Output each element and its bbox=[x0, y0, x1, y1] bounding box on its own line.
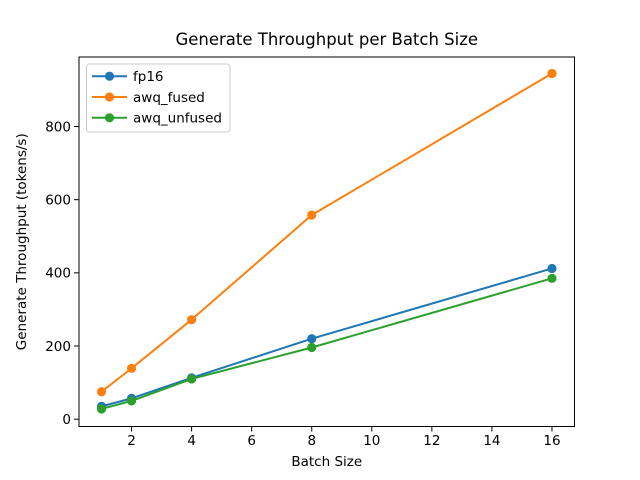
y-tick-label: 600 bbox=[45, 192, 71, 208]
x-tick-label: 12 bbox=[423, 433, 440, 449]
series-layer bbox=[96, 68, 557, 414]
x-axis-label: Batch Size bbox=[291, 454, 362, 470]
legend: fp16 awq_fused awq_unfused bbox=[86, 63, 231, 133]
data-point-fp16 bbox=[547, 263, 557, 274]
legend-marker bbox=[104, 92, 115, 102]
legend-label-fp16: fp16 bbox=[133, 69, 164, 85]
data-point-awq_fused bbox=[96, 387, 107, 397]
legend-label-awq_fused: awq_fused bbox=[133, 90, 205, 106]
legend-box bbox=[86, 63, 231, 133]
data-point-awq_fused bbox=[307, 210, 317, 220]
x-tick-label: 2 bbox=[127, 433, 136, 449]
data-point-awq_unfused bbox=[547, 273, 557, 283]
chart-title: Generate Throughput per Batch Size bbox=[175, 30, 478, 49]
x-tick-label: 6 bbox=[247, 433, 256, 449]
data-point-awq_fused bbox=[187, 315, 197, 325]
data-point-awq_fused bbox=[126, 363, 137, 373]
x-tick-label: 8 bbox=[307, 433, 316, 449]
y-tick-label: 200 bbox=[45, 339, 71, 355]
series-line-awq_unfused bbox=[100, 277, 553, 410]
legend-marker bbox=[104, 71, 115, 81]
legend-marker bbox=[104, 113, 115, 123]
x-tick-label: 16 bbox=[543, 433, 560, 449]
data-point-awq_unfused bbox=[126, 396, 137, 406]
legend-label-awq_unfused: awq_unfused bbox=[133, 111, 222, 127]
axes: 2 4 6 8 10 12 14 16 0 200 400 600 800 bbox=[45, 56, 575, 449]
y-axis-label: Generate Throughput (tokens/s) bbox=[14, 133, 30, 350]
y-tick-label: 0 bbox=[62, 412, 71, 428]
data-point-fp16 bbox=[307, 334, 317, 344]
x-tick-label: 4 bbox=[187, 433, 196, 449]
plot-frame bbox=[78, 56, 575, 427]
data-point-awq_unfused bbox=[96, 404, 107, 414]
data-point-awq_fused bbox=[547, 68, 557, 79]
y-tick-label: 400 bbox=[45, 266, 71, 282]
y-tick-label: 800 bbox=[45, 119, 71, 135]
x-tick-label: 10 bbox=[363, 433, 380, 449]
data-point-awq_unfused bbox=[187, 374, 197, 384]
x-tick-label: 14 bbox=[483, 433, 500, 449]
data-point-awq_unfused bbox=[307, 342, 317, 353]
